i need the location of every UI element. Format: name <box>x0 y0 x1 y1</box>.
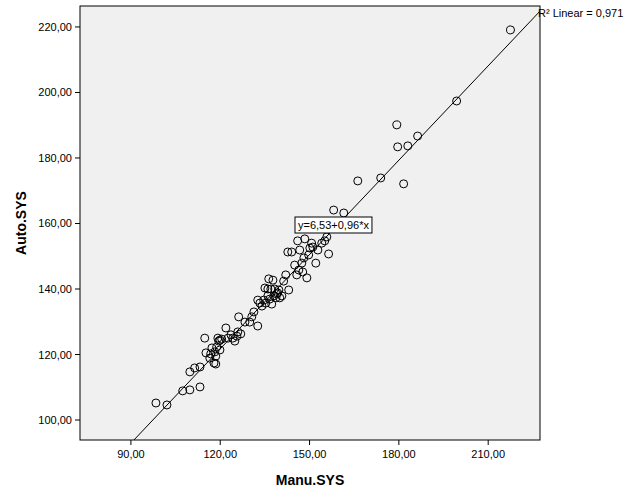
plot-frame <box>80 6 540 440</box>
point <box>285 286 293 294</box>
y-axis-title: Auto.SYS <box>13 191 29 255</box>
point <box>248 313 256 321</box>
point <box>269 276 277 284</box>
y-tick <box>75 92 80 93</box>
point <box>216 346 224 354</box>
point <box>246 318 254 326</box>
point <box>404 142 412 150</box>
x-tick <box>130 440 131 445</box>
fit-label-box: y=6,53+0,96*x <box>295 217 372 233</box>
point <box>377 174 385 182</box>
x-tick <box>488 440 489 445</box>
chart: 90,00 120,00 150,00 180,00 210,00 100,00 120,0… <box>0 0 626 496</box>
x-tick-label: 90,00 <box>117 448 145 460</box>
point <box>354 177 362 185</box>
y-tick-label: 120,00 <box>38 349 72 361</box>
point <box>296 246 304 254</box>
y-tick-label: 220,00 <box>38 21 72 33</box>
point <box>288 248 296 256</box>
point <box>152 399 160 407</box>
y-tick <box>75 420 80 421</box>
point <box>241 318 249 326</box>
plot-area <box>80 6 540 440</box>
point <box>201 334 209 342</box>
point <box>212 360 220 368</box>
y-tick <box>75 26 80 27</box>
point <box>298 259 306 267</box>
x-tick-label: 210,00 <box>471 448 505 460</box>
point <box>400 180 408 188</box>
point <box>325 250 333 258</box>
point <box>222 324 230 332</box>
point <box>254 322 262 330</box>
point <box>276 294 284 302</box>
x-axis-title: Manu.SYS <box>276 472 344 488</box>
y-tick-label: 100,00 <box>38 414 72 426</box>
x-tick-label: 120,00 <box>203 448 237 460</box>
y-tick <box>75 223 80 224</box>
point <box>299 268 307 276</box>
point <box>191 364 199 372</box>
r2-label: R² Linear = 0,971 <box>538 7 623 19</box>
point <box>394 143 402 151</box>
point <box>312 259 320 267</box>
plot-marks <box>80 11 540 440</box>
point <box>250 308 258 316</box>
x-tick <box>220 440 221 445</box>
point <box>163 401 171 409</box>
fit-label-frame <box>295 217 372 233</box>
x-tick <box>309 440 310 445</box>
y-tick-label: 200,00 <box>38 86 72 98</box>
point <box>330 206 338 214</box>
point <box>282 271 290 279</box>
y-tick-label: 160,00 <box>38 217 72 229</box>
point <box>196 383 204 391</box>
fit-line <box>80 11 540 440</box>
point <box>393 121 401 129</box>
point <box>453 97 461 105</box>
point <box>186 386 194 394</box>
point <box>196 363 204 371</box>
y-tick <box>75 354 80 355</box>
point <box>340 209 348 217</box>
point <box>231 337 239 345</box>
point <box>278 292 286 300</box>
fit-label: y=6,53+0,96*x <box>298 219 369 231</box>
point <box>237 330 245 338</box>
y-tick-label: 140,00 <box>38 283 72 295</box>
point <box>414 132 422 140</box>
point <box>507 26 515 34</box>
point <box>323 233 331 241</box>
x-tick-label: 180,00 <box>382 448 416 460</box>
background <box>0 0 626 496</box>
y-tick <box>75 157 80 158</box>
y-tick <box>75 289 80 290</box>
x-tick-label: 150,00 <box>293 448 327 460</box>
y-tick-label: 180,00 <box>38 152 72 164</box>
x-tick <box>398 440 399 445</box>
point <box>303 274 311 282</box>
